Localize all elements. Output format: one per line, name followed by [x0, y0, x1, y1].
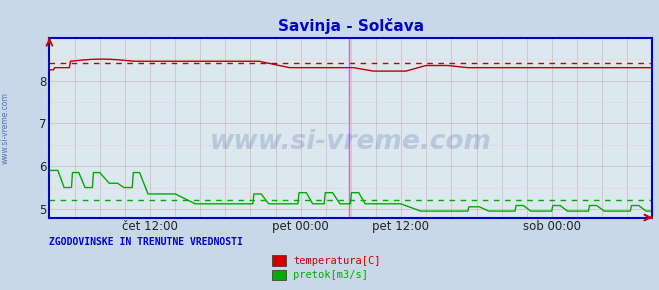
Title: Savinja - Solčava: Savinja - Solčava — [278, 18, 424, 34]
Text: www.si-vreme.com: www.si-vreme.com — [210, 129, 492, 155]
Text: ZGODOVINSKE IN TRENUTNE VREDNOSTI: ZGODOVINSKE IN TRENUTNE VREDNOSTI — [49, 237, 243, 247]
Text: temperatura[C]: temperatura[C] — [293, 256, 381, 266]
Text: pretok[m3/s]: pretok[m3/s] — [293, 270, 368, 280]
Text: www.si-vreme.com: www.si-vreme.com — [1, 92, 10, 164]
